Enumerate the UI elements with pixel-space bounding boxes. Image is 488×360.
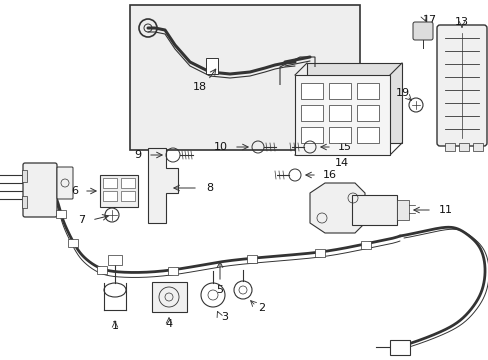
Text: 9: 9 <box>134 150 141 160</box>
Text: 2: 2 <box>258 303 264 313</box>
Bar <box>103 191 117 201</box>
Text: 12: 12 <box>395 203 409 213</box>
Bar <box>56 210 66 218</box>
Bar <box>351 195 396 225</box>
Bar <box>396 200 408 220</box>
Text: 4: 4 <box>165 319 172 329</box>
Polygon shape <box>309 183 364 233</box>
FancyBboxPatch shape <box>436 25 486 146</box>
Bar <box>458 143 468 151</box>
Text: 6: 6 <box>71 186 78 196</box>
FancyBboxPatch shape <box>57 167 73 199</box>
Bar <box>328 105 350 121</box>
Bar <box>121 178 135 188</box>
Bar <box>246 255 256 263</box>
Text: 11: 11 <box>438 205 452 215</box>
Bar <box>68 239 78 247</box>
Bar <box>22 170 27 182</box>
Bar <box>108 255 122 265</box>
Text: 16: 16 <box>323 170 336 180</box>
FancyBboxPatch shape <box>23 163 57 217</box>
Text: 3: 3 <box>221 312 227 322</box>
Bar <box>361 241 371 249</box>
Polygon shape <box>148 148 178 223</box>
Bar <box>389 340 409 355</box>
Text: 14: 14 <box>334 158 348 168</box>
Bar <box>306 63 401 143</box>
Bar <box>103 178 117 188</box>
Bar <box>97 266 106 274</box>
Text: 10: 10 <box>214 142 227 152</box>
Bar <box>100 175 138 207</box>
Bar <box>356 105 378 121</box>
Bar <box>314 249 324 257</box>
Text: 15: 15 <box>337 142 351 152</box>
Text: 5: 5 <box>216 285 223 295</box>
Text: 13: 13 <box>454 17 468 27</box>
Bar <box>472 143 482 151</box>
Bar <box>294 75 389 155</box>
Text: 17: 17 <box>422 15 436 25</box>
Bar <box>356 83 378 99</box>
Bar <box>121 191 135 201</box>
Bar <box>301 127 323 143</box>
Bar <box>328 127 350 143</box>
Text: 7: 7 <box>78 215 85 225</box>
Bar <box>22 196 27 208</box>
Text: 8: 8 <box>205 183 213 193</box>
Text: 1: 1 <box>111 321 118 331</box>
Bar <box>205 58 218 74</box>
Bar <box>301 105 323 121</box>
FancyBboxPatch shape <box>412 22 432 40</box>
Bar <box>444 143 454 151</box>
Text: 19: 19 <box>395 88 409 98</box>
Bar <box>130 5 359 150</box>
Bar <box>328 83 350 99</box>
Text: 18: 18 <box>193 82 206 92</box>
Bar <box>167 267 178 275</box>
Bar <box>301 83 323 99</box>
Bar <box>356 127 378 143</box>
Bar <box>152 282 186 312</box>
